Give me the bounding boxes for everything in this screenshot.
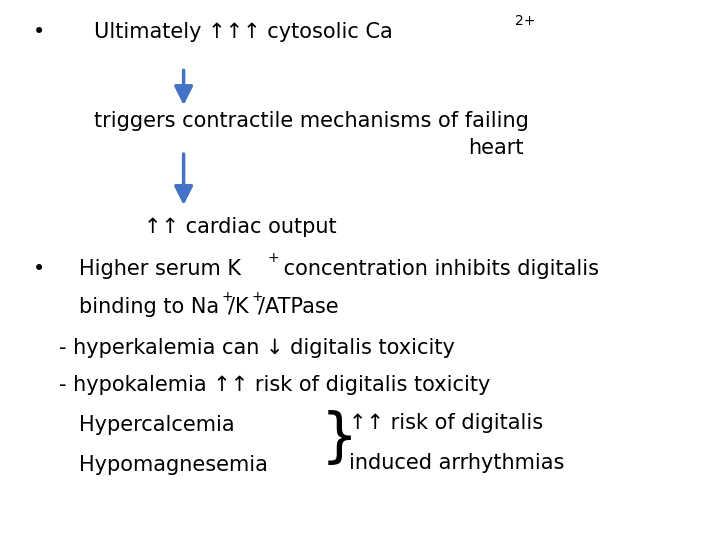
- Text: •: •: [32, 22, 45, 42]
- Text: binding to Na: binding to Na: [79, 297, 220, 317]
- Text: +: +: [221, 290, 233, 304]
- Text: concentration inhibits digitalis: concentration inhibits digitalis: [277, 259, 599, 279]
- Text: Higher serum K: Higher serum K: [79, 259, 241, 279]
- Text: •: •: [32, 259, 45, 279]
- Text: induced arrhythmias: induced arrhythmias: [349, 453, 564, 472]
- Text: Ultimately ↑↑↑ cytosolic Ca: Ultimately ↑↑↑ cytosolic Ca: [94, 22, 392, 42]
- Text: ↑↑ risk of digitalis: ↑↑ risk of digitalis: [349, 413, 544, 433]
- Text: ↑↑ cardiac output: ↑↑ cardiac output: [144, 217, 337, 237]
- Text: 2+: 2+: [515, 14, 535, 28]
- Text: triggers contractile mechanisms of failing: triggers contractile mechanisms of faili…: [94, 111, 528, 131]
- Text: +: +: [251, 290, 263, 304]
- Text: - hypokalemia ↑↑ risk of digitalis toxicity: - hypokalemia ↑↑ risk of digitalis toxic…: [59, 375, 490, 395]
- Text: /ATPase: /ATPase: [258, 297, 339, 317]
- Text: /K: /K: [228, 297, 249, 317]
- Text: Hypercalcemia: Hypercalcemia: [79, 415, 235, 435]
- Text: - hyperkalemia can ↓ digitalis toxicity: - hyperkalemia can ↓ digitalis toxicity: [59, 338, 455, 357]
- Text: }: }: [320, 410, 358, 467]
- Text: heart: heart: [468, 138, 523, 158]
- Text: +: +: [268, 251, 279, 265]
- Text: Hypomagnesemia: Hypomagnesemia: [79, 455, 268, 475]
